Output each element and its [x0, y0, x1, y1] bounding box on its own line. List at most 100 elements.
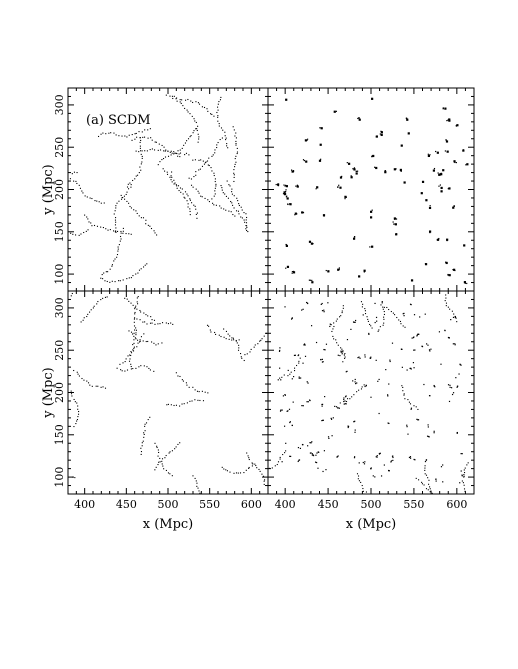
- data-point: [362, 490, 364, 492]
- y-tick-label: 250: [53, 137, 66, 158]
- data-point: [136, 301, 138, 303]
- data-point: [241, 217, 243, 219]
- data-point: [234, 135, 236, 137]
- data-point: [103, 202, 105, 204]
- data-point: [444, 330, 446, 332]
- data-point: [429, 488, 431, 490]
- data-point: [176, 153, 178, 155]
- data-point: [145, 314, 147, 316]
- data-point: [143, 312, 145, 314]
- data-point: [114, 258, 116, 260]
- data-point: [282, 193, 285, 195]
- data-point: [289, 455, 291, 457]
- data-point: [391, 342, 394, 344]
- data-point: [302, 308, 304, 310]
- data-point: [87, 229, 89, 231]
- data-point: [333, 338, 335, 340]
- data-point: [292, 401, 294, 403]
- data-point: [157, 149, 159, 151]
- data-point: [133, 339, 135, 341]
- data-point: [337, 407, 339, 409]
- data-point: [365, 385, 368, 387]
- data-point: [296, 184, 299, 186]
- data-point: [448, 188, 450, 190]
- data-point: [221, 137, 223, 139]
- data-point: [148, 367, 150, 369]
- data-point: [286, 197, 289, 200]
- data-point: [235, 472, 238, 474]
- data-point: [198, 391, 200, 393]
- data-point: [170, 175, 172, 177]
- data-point: [132, 333, 134, 335]
- data-point: [388, 470, 390, 472]
- data-point: [130, 354, 132, 357]
- data-point: [364, 461, 366, 463]
- data-point: [292, 270, 295, 273]
- data-point: [165, 94, 167, 96]
- data-point: [392, 456, 394, 459]
- data-point: [445, 139, 447, 141]
- x-tick-label: 550: [403, 498, 424, 511]
- data-point: [408, 401, 410, 403]
- data-point: [134, 138, 136, 140]
- data-point: [226, 143, 228, 145]
- y-tick-label: 150: [53, 221, 66, 242]
- data-point: [388, 308, 390, 311]
- data-point: [309, 452, 312, 454]
- data-point: [179, 101, 181, 103]
- data-point: [439, 173, 441, 175]
- data-point: [225, 139, 227, 141]
- data-point: [158, 461, 160, 463]
- data-point: [140, 163, 142, 165]
- data-point: [70, 390, 72, 392]
- data-point: [157, 164, 159, 166]
- data-point: [380, 475, 383, 477]
- data-point: [424, 465, 426, 467]
- data-point: [381, 301, 383, 303]
- data-point: [100, 386, 102, 388]
- data-point: [263, 483, 265, 485]
- data-point: [130, 186, 132, 188]
- data-point: [341, 310, 343, 312]
- data-point: [318, 451, 320, 453]
- data-point: [243, 359, 245, 362]
- data-point: [233, 339, 235, 341]
- x-tick-label: 600: [446, 498, 467, 511]
- data-point: [205, 161, 207, 163]
- data-point: [308, 399, 311, 401]
- data-point: [193, 204, 195, 206]
- data-point: [319, 127, 321, 129]
- data-point: [177, 155, 179, 157]
- data-point: [236, 197, 238, 199]
- data-point: [140, 153, 142, 155]
- data-point: [371, 245, 374, 248]
- data-point: [453, 268, 456, 271]
- data-point: [121, 370, 123, 372]
- data-point: [90, 222, 92, 224]
- data-point: [327, 271, 329, 273]
- data-point: [370, 356, 372, 358]
- data-point: [439, 174, 442, 176]
- data-point: [237, 210, 240, 212]
- data-point: [291, 271, 294, 273]
- data-point: [189, 136, 191, 138]
- data-point: [145, 422, 148, 424]
- data-point: [463, 475, 465, 477]
- data-point: [342, 307, 344, 309]
- data-point: [440, 172, 442, 174]
- data-point: [161, 144, 163, 147]
- data-point: [294, 354, 296, 356]
- data-point: [406, 426, 408, 428]
- data-point: [139, 145, 141, 147]
- data-point: [449, 386, 451, 388]
- data-point: [269, 467, 271, 469]
- data-point: [136, 318, 138, 320]
- data-point: [132, 344, 134, 346]
- data-point: [137, 296, 139, 298]
- data-point: [141, 161, 143, 163]
- data-point: [312, 243, 314, 245]
- data-point: [104, 296, 107, 298]
- y-tick-label: 300: [53, 94, 66, 115]
- data-point: [195, 188, 197, 190]
- data-point: [128, 202, 130, 204]
